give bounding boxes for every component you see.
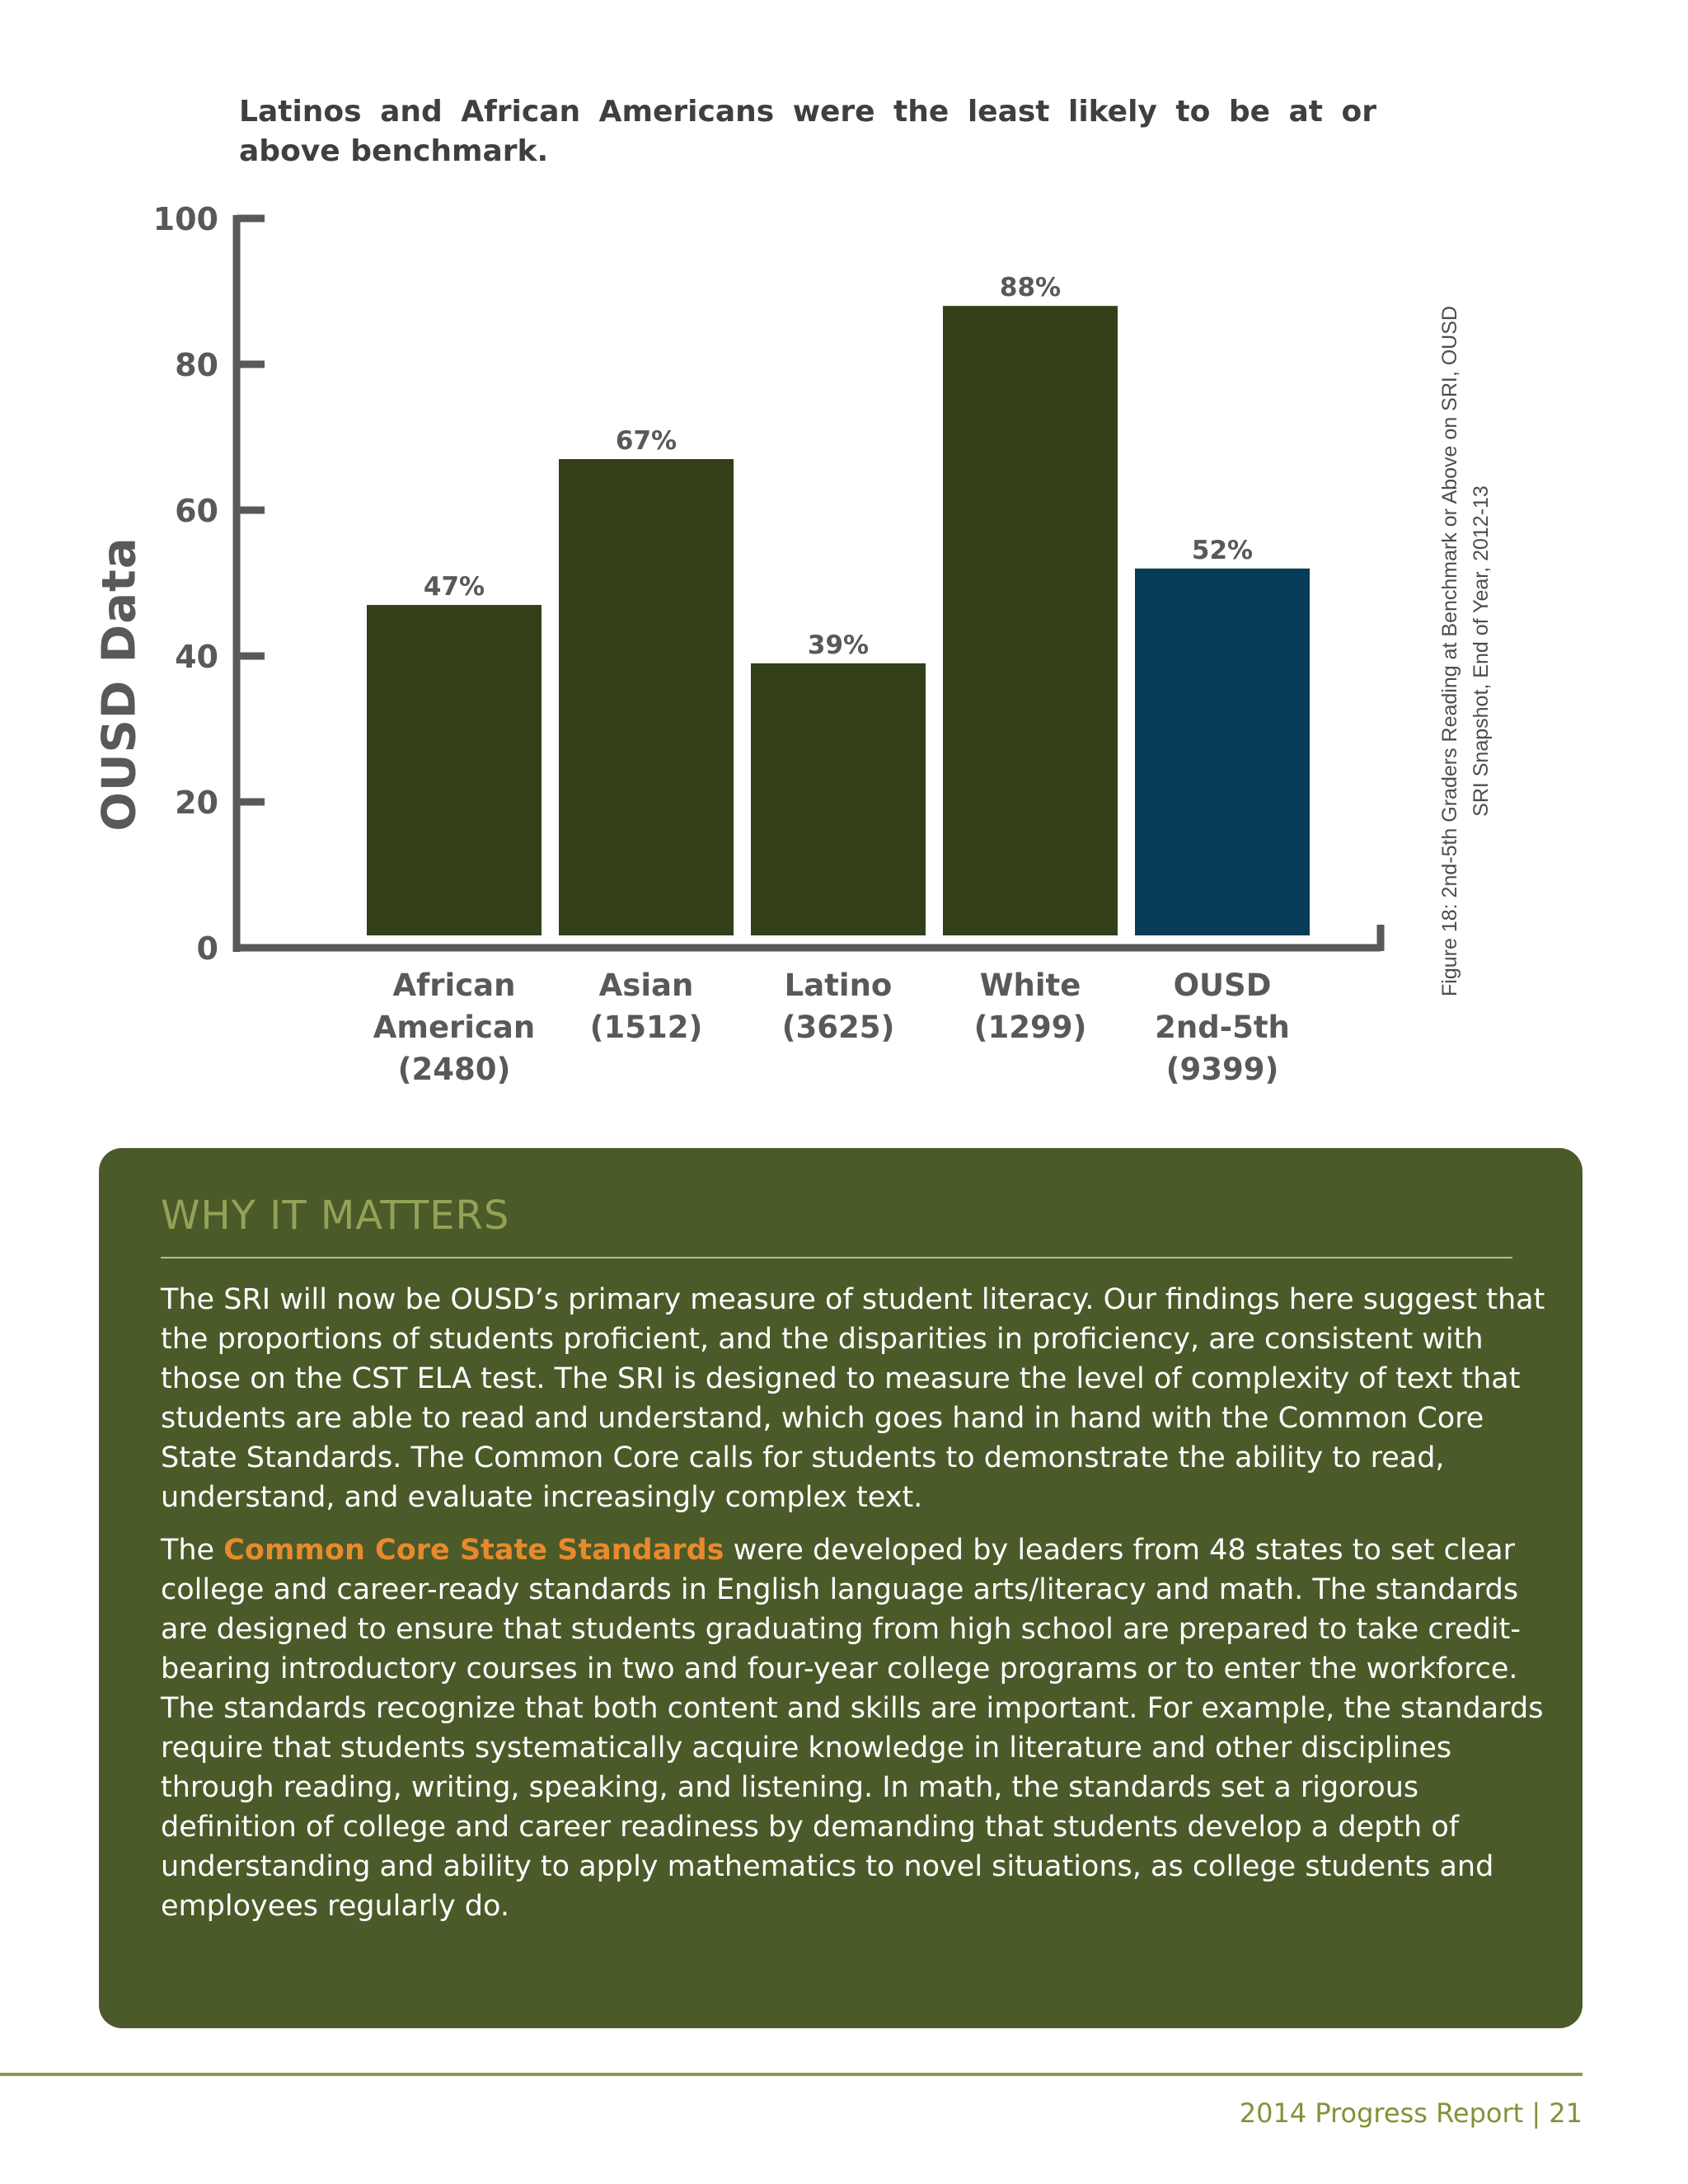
figure-caption: Figure 18: 2nd-5th Graders Reading at Be… bbox=[1434, 306, 1497, 996]
bar bbox=[943, 306, 1118, 935]
y-tick-label: 0 bbox=[197, 930, 218, 967]
bar-value-label: 39% bbox=[808, 630, 869, 660]
common-core-link[interactable]: Common Core State Standards bbox=[223, 1534, 724, 1567]
y-tick-label: 40 bbox=[175, 639, 218, 675]
bar bbox=[559, 459, 734, 935]
chart-intro-text: Latinos and African Americans were the l… bbox=[239, 95, 1376, 168]
why-it-matters-panel: WHY IT MATTERS The SRI will now be OUSD’… bbox=[99, 1148, 1582, 2028]
bar bbox=[367, 605, 542, 935]
x-category-label: Latino bbox=[785, 968, 893, 1003]
x-category-label: OUSD bbox=[1174, 968, 1272, 1003]
y-tick-label: 80 bbox=[175, 347, 218, 383]
panel-paragraph-1: The SRI will now be OUSD’s primary measu… bbox=[161, 1283, 1545, 1514]
bar-value-label: 52% bbox=[1192, 536, 1253, 565]
x-category-label: (3625) bbox=[782, 1010, 895, 1045]
bar bbox=[751, 663, 926, 935]
x-category-label: White bbox=[980, 968, 1081, 1003]
bar-value-label: 67% bbox=[616, 426, 677, 456]
figure-caption-line-2: SRI Snapshot, End of Year, 2012-13 bbox=[1470, 485, 1493, 817]
y-tick-label: 100 bbox=[153, 201, 218, 237]
x-category-label: Asian bbox=[599, 968, 694, 1003]
x-category-label: (1299) bbox=[974, 1010, 1087, 1045]
footer-divider bbox=[0, 2073, 1582, 2076]
panel-paragraph-2: The Common Core State Standards were dev… bbox=[161, 1530, 1545, 1926]
paragraph-2-lead: The bbox=[161, 1534, 224, 1567]
bar bbox=[1135, 568, 1310, 935]
panel-body: The SRI will now be OUSD’s primary measu… bbox=[161, 1280, 1545, 1939]
bar-value-label: 88% bbox=[1000, 273, 1061, 302]
bar-value-label: 47% bbox=[424, 572, 485, 602]
x-category-label: (9399) bbox=[1166, 1052, 1279, 1087]
y-tick-label: 60 bbox=[175, 493, 218, 529]
x-category-label: American bbox=[373, 1010, 535, 1045]
panel-title: WHY IT MATTERS bbox=[161, 1193, 510, 1239]
x-category-label: 2nd-5th bbox=[1155, 1010, 1290, 1045]
panel-divider bbox=[161, 1257, 1512, 1258]
x-category-label: African bbox=[393, 968, 516, 1003]
x-category-label: (1512) bbox=[590, 1010, 703, 1045]
page-footer: 2014 Progress Report | 21 bbox=[1239, 2097, 1582, 2129]
paragraph-2-body: were developed by leaders from 48 states… bbox=[161, 1534, 1544, 1923]
bar-chart: 0 20 40 60 80 100 47% African American (2480) 67% A… bbox=[153, 201, 1385, 1087]
figure-caption-line-1: Figure 18: 2nd-5th Graders Reading at Be… bbox=[1438, 306, 1461, 996]
x-category-label: (2480) bbox=[398, 1052, 511, 1087]
y-tick-label: 20 bbox=[175, 785, 218, 821]
